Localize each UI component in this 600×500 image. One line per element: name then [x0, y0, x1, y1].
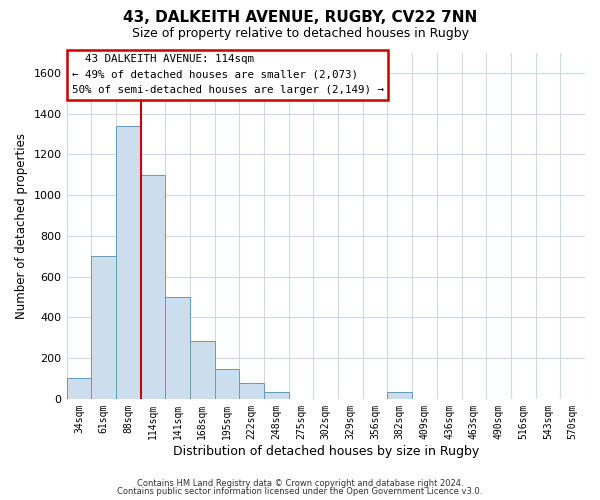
Bar — [215, 370, 239, 399]
Bar — [264, 392, 289, 399]
Text: Contains HM Land Registry data © Crown copyright and database right 2024.: Contains HM Land Registry data © Crown c… — [137, 478, 463, 488]
Text: Size of property relative to detached houses in Rugby: Size of property relative to detached ho… — [131, 28, 469, 40]
Text: 43 DALKEITH AVENUE: 114sqm
← 49% of detached houses are smaller (2,073)
50% of s: 43 DALKEITH AVENUE: 114sqm ← 49% of deta… — [72, 54, 384, 96]
Bar — [91, 256, 116, 399]
Bar — [388, 392, 412, 399]
Bar — [190, 341, 215, 399]
Text: Contains public sector information licensed under the Open Government Licence v3: Contains public sector information licen… — [118, 487, 482, 496]
Bar — [140, 174, 165, 399]
Y-axis label: Number of detached properties: Number of detached properties — [15, 132, 28, 318]
Bar — [67, 378, 91, 399]
Bar — [116, 126, 140, 399]
Text: 43, DALKEITH AVENUE, RUGBY, CV22 7NN: 43, DALKEITH AVENUE, RUGBY, CV22 7NN — [123, 10, 477, 25]
X-axis label: Distribution of detached houses by size in Rugby: Distribution of detached houses by size … — [173, 444, 479, 458]
Bar — [165, 297, 190, 399]
Bar — [239, 382, 264, 399]
